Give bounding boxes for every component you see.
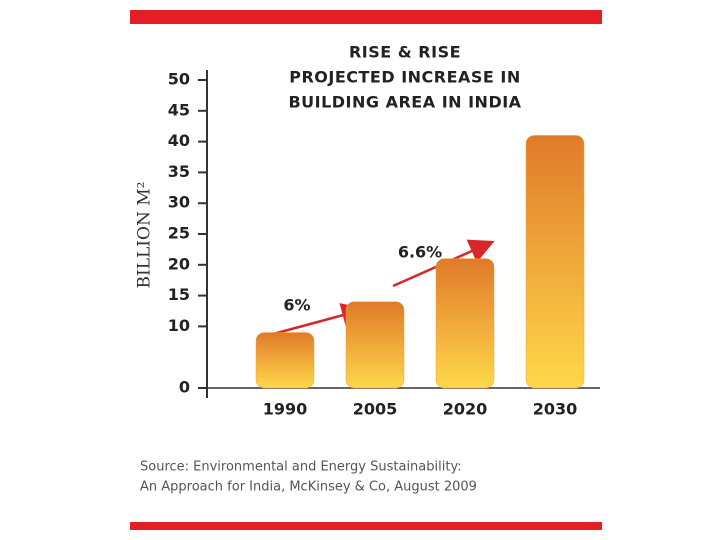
x-tick-label: 1990 [263, 400, 308, 419]
chart-title: PROJECTED INCREASE IN [289, 68, 521, 87]
x-tick-label: 2005 [353, 400, 398, 419]
bar [525, 135, 585, 389]
source: Source: Environmental and Energy Sustain… [140, 460, 462, 475]
chart-title: BUILDING AREA IN INDIA [288, 93, 521, 112]
source: An Approach for India, McKinsey & Co, Au… [140, 480, 477, 495]
annotation: 6% [283, 296, 310, 315]
chart-title: RISE & RISE [349, 43, 461, 62]
y-tick-label: 45 [168, 100, 190, 119]
y-tick-label: 0 [179, 378, 190, 397]
bar [435, 258, 495, 389]
bar [345, 301, 405, 389]
x-tick-label: 2020 [443, 400, 488, 419]
y-tick-label: 30 [168, 193, 190, 212]
y-tick-label: 10 [168, 316, 190, 335]
bottom-rule [130, 522, 602, 530]
y-tick-label: 50 [168, 70, 190, 89]
annotation: 6.6% [398, 243, 442, 262]
y-tick-label: 25 [168, 224, 190, 243]
y-axis-label: BILLION M² [135, 182, 155, 289]
y-tick-label: 15 [168, 285, 190, 304]
y-tick-label: 20 [168, 254, 190, 273]
bar [255, 332, 315, 389]
x-tick-label: 2030 [533, 400, 578, 419]
y-tick-label: 35 [168, 162, 190, 181]
top-rule [130, 10, 602, 24]
y-tick-label: 40 [168, 131, 190, 150]
